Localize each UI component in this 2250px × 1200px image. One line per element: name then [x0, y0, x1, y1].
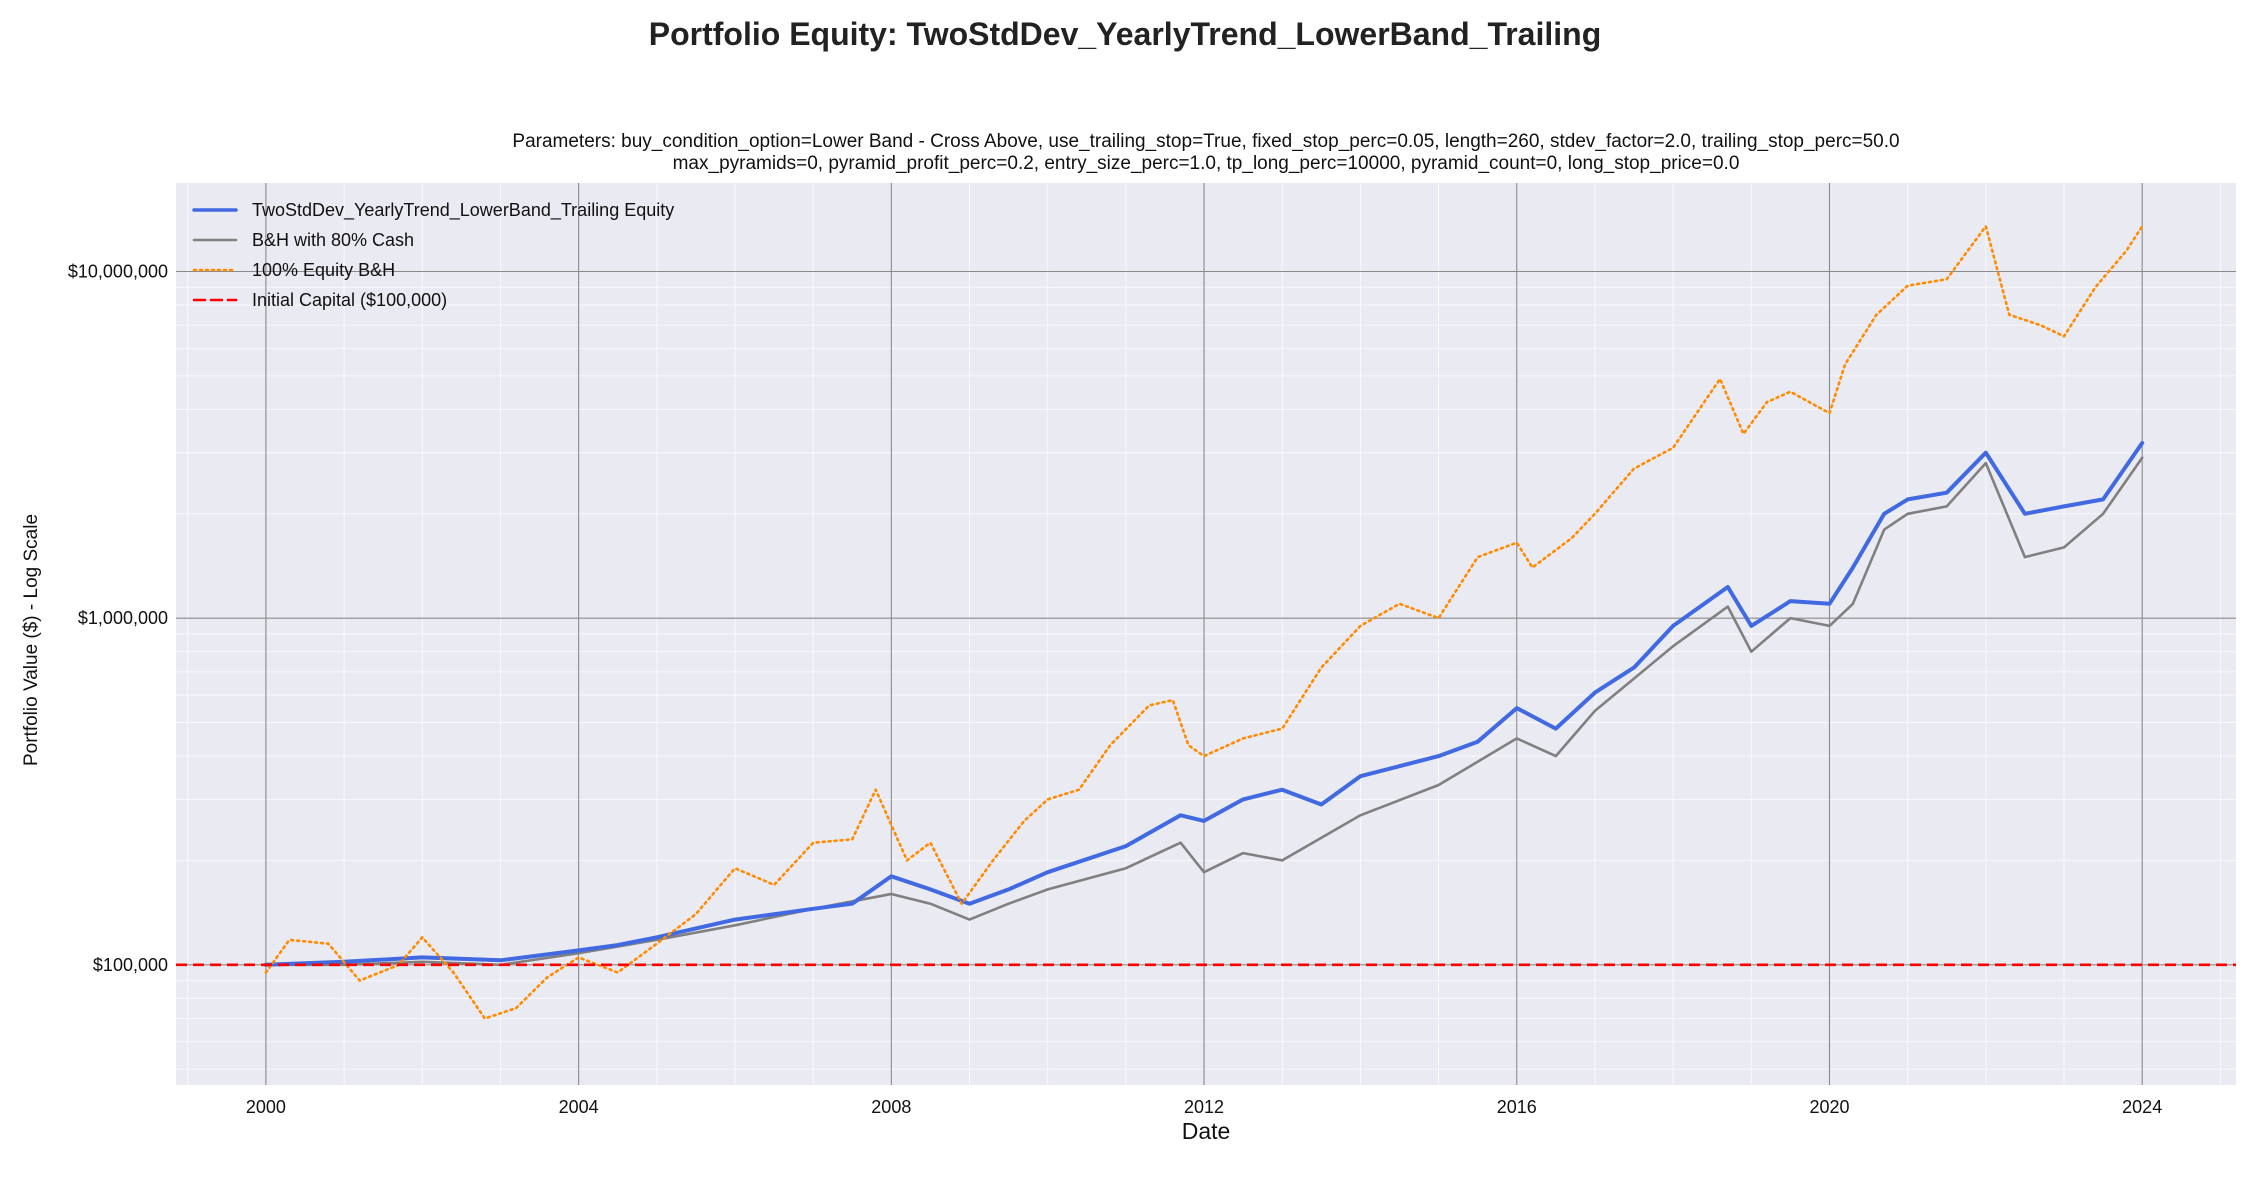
x-tick-label: 2020 [1809, 1097, 1849, 1117]
x-tick-label: 2008 [871, 1097, 911, 1117]
y-tick-label: $1,000,000 [78, 608, 168, 628]
x-axis-label: Date [1181, 1118, 1231, 1144]
chart-title: Portfolio Equity: TwoStdDev_YearlyTrend_… [648, 16, 1602, 52]
x-tick-label: 2016 [1497, 1097, 1537, 1117]
y-tick-label: $10,000,000 [68, 261, 168, 281]
legend-label: Initial Capital ($100,000) [252, 290, 447, 310]
series-line-1 [264, 456, 2144, 967]
x-tick-label: 2004 [559, 1097, 599, 1117]
x-tick-label: 2024 [2122, 1097, 2162, 1117]
chart-subtitle-line-1: Parameters: buy_condition_option=Lower B… [512, 131, 1900, 152]
legend-label: TwoStdDev_YearlyTrend_LowerBand_Trailing… [252, 200, 674, 221]
series-line-0 [263, 441, 2145, 967]
x-tick-label: 2012 [1184, 1097, 1224, 1117]
legend-label: 100% Equity B&H [252, 260, 395, 280]
x-tick-label: 2000 [246, 1097, 286, 1117]
series-line-2 [264, 225, 2144, 1020]
y-tick-label: $100,000 [93, 955, 168, 975]
legend-label: B&H with 80% Cash [252, 230, 414, 250]
chart-subtitle-line-2: max_pyramids=0, pyramid_profit_perc=0.2,… [672, 153, 1740, 174]
